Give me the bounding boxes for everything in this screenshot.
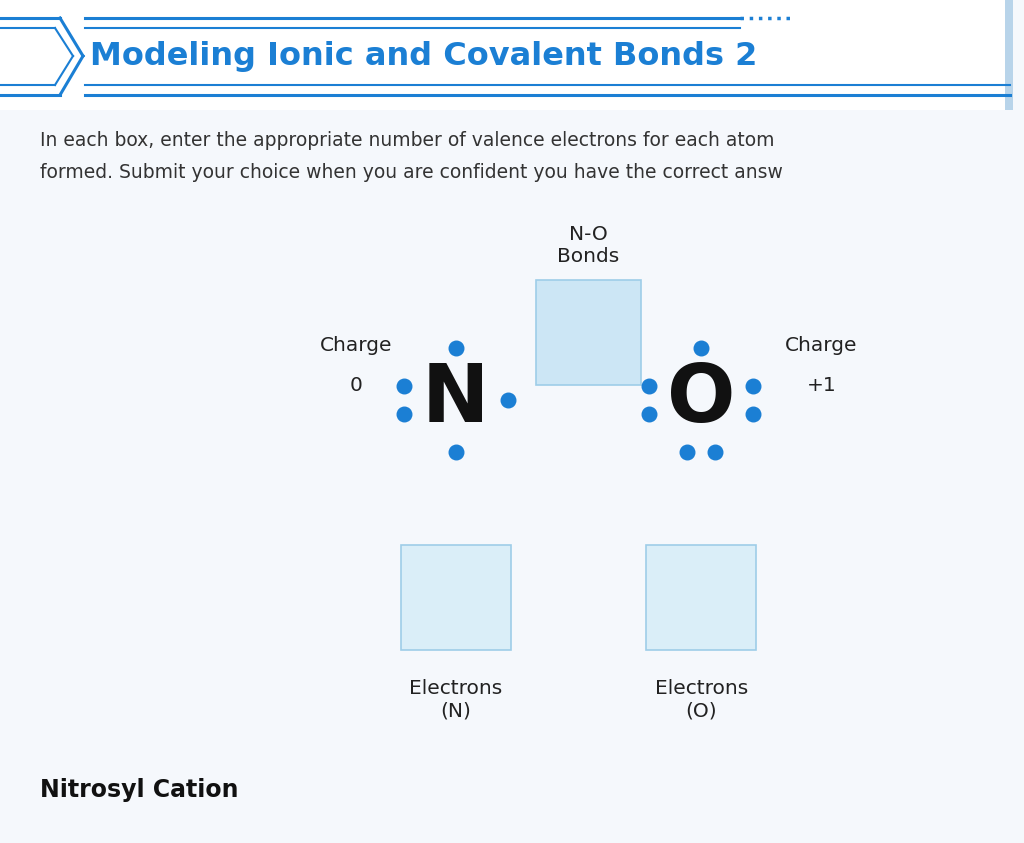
Text: formed. Submit your choice when you are confident you have the correct answ: formed. Submit your choice when you are … [40,163,783,181]
Point [693,341,710,355]
Text: Modeling Ionic and Covalent Bonds 2: Modeling Ionic and Covalent Bonds 2 [90,41,758,72]
Text: Nitrosyl Cation: Nitrosyl Cation [40,778,239,802]
Point [708,446,724,459]
Text: +1: +1 [807,376,837,395]
Point [641,408,657,422]
Bar [536,280,641,385]
Point [745,379,762,393]
Point [500,394,516,407]
Point [679,446,695,459]
Bar [646,545,757,650]
Text: N: N [422,362,489,439]
Text: In each box, enter the appropriate number of valence electrons for each atom: In each box, enter the appropriate numbe… [40,131,774,149]
Point [447,446,464,459]
Text: Charge: Charge [785,336,858,355]
Bar [0,0,1010,110]
Bar [1005,0,1013,110]
Text: 0: 0 [349,376,362,395]
Text: O: O [668,362,735,439]
Point [395,379,412,393]
Bar [400,545,511,650]
Text: Electrons
(O): Electrons (O) [654,679,749,721]
Point [641,379,657,393]
Text: Electrons
(N): Electrons (N) [409,679,503,721]
Text: Charge: Charge [319,336,392,355]
Text: N-O
Bonds: N-O Bonds [557,224,620,266]
Point [745,408,762,422]
Point [447,341,464,355]
Point [395,408,412,422]
